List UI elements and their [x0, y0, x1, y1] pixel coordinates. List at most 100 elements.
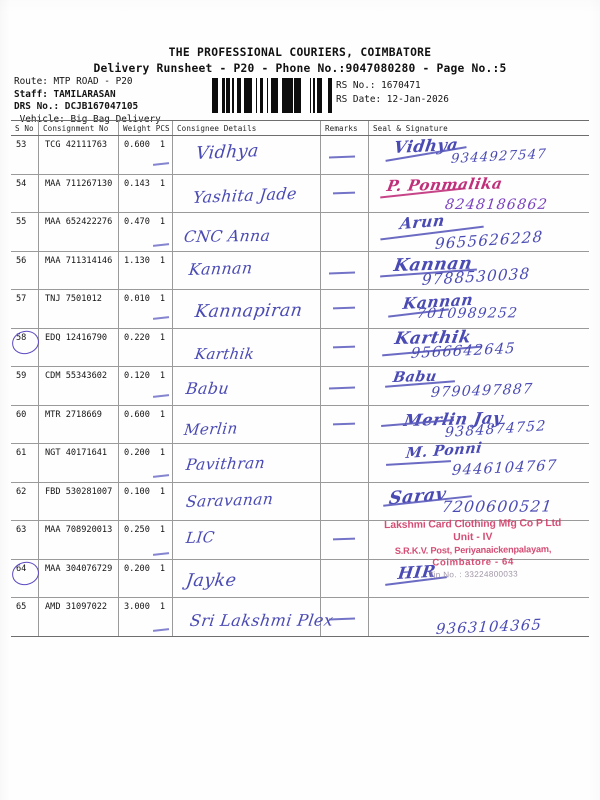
cell-remarks	[321, 482, 369, 520]
ink-stroke	[152, 161, 170, 165]
runsheet-table: S No Consignment No Weight PCS Consignee…	[10, 120, 589, 638]
cell-sno: 59	[11, 367, 39, 405]
cell-consignee-details: Yashita Jade	[173, 174, 321, 212]
table-row: 57 TNJ 7501012 0.010 1 Kannapiran Kannan 70109…	[11, 290, 589, 329]
column-header-consignment: Consignment No	[39, 121, 119, 135]
pcs-value: 1	[159, 409, 165, 420]
consignment-no-value: MAA 711267130	[45, 178, 113, 189]
cell-sno: 55	[11, 213, 39, 251]
pcs-value: 1	[159, 602, 165, 612]
weight-value: 0.200	[124, 563, 150, 574]
sno-value: 56	[16, 255, 27, 266]
cell-sno: 63	[11, 521, 39, 559]
handwritten-consignee-name: LIC	[185, 528, 216, 548]
runsheet-barcode	[212, 78, 332, 113]
cell-consignment-no: MAA 304076729	[39, 559, 119, 597]
cell-remarks	[321, 405, 369, 443]
handwritten-consignee-name: Jayke	[184, 571, 238, 592]
handwritten-consignee-name: Vidhya	[194, 141, 260, 165]
weight-value: 0.143	[124, 178, 150, 189]
handwritten-consignee-name: Kannan	[188, 258, 254, 280]
header-meta-left: Route: MTP ROAD - P20 Staff: TAMILARASAN…	[14, 76, 161, 126]
cell-consignment-no: MAA 711314146	[39, 251, 119, 289]
table-row: 55 MAA 652422276 0.470 1 CNC Anna Arun 9655626…	[11, 210, 589, 254]
cell-weight-pcs: 0.120 1	[119, 367, 173, 405]
cell-sno: 62	[11, 482, 39, 520]
column-header-weight-pcs: Weight PCS	[119, 121, 173, 135]
weight-value: 0.220	[124, 332, 150, 343]
sno-value: 64	[16, 563, 27, 574]
consignment-no-value: AMD 31097022	[45, 602, 108, 612]
weight-value: 0.600	[124, 409, 150, 420]
cell-seal-signature: HIR	[369, 560, 589, 598]
cell-remarks	[321, 367, 369, 405]
remarks-dash-mark	[328, 617, 356, 621]
handwritten-consignee-name: Merlin	[183, 419, 239, 440]
handwritten-phone-number: 7010989252	[415, 305, 519, 322]
weight-value: 0.600	[124, 140, 150, 150]
consignment-no-value: MAA 652422276	[45, 217, 113, 227]
handwritten-consignee-name: Karthik	[193, 345, 256, 364]
cell-sno: 65	[11, 598, 39, 636]
cell-weight-pcs: 1.130 1	[119, 251, 173, 289]
handwritten-circle-mark	[10, 559, 41, 587]
table-row: 59 CDM 55343602 0.120 1 Babu Babu 9790497887	[11, 367, 589, 406]
remarks-dash-mark	[332, 422, 356, 425]
table-row: 58 EDQ 12416790 0.220 1 Karthik Karthik 956664…	[10, 327, 589, 367]
cell-consignee-details: Sri Lakshmi Plex	[173, 598, 335, 636]
cell-weight-pcs: 0.010 1	[119, 290, 173, 328]
rs-no-line: RS No.: 1670471	[336, 80, 421, 91]
cell-consignee-details: LIC	[173, 521, 321, 559]
cell-seal-signature: Merlin Jay 9384874752	[369, 406, 589, 444]
cell-weight-pcs: 0.200 1	[119, 559, 173, 597]
document-subtitle: Delivery Runsheet - P20 - Phone No.:9047…	[93, 62, 507, 75]
table-row: 54 MAA 711267130 0.143 1 Yashita Jade P. Ponm…	[11, 174, 589, 213]
cell-consignment-no: MAA 652422276	[39, 213, 119, 251]
column-header-seal: Seal & Signature	[373, 124, 448, 133]
ink-stroke	[152, 628, 170, 632]
vehicle-line: Vehicle: Big Bag Delivery	[14, 113, 161, 125]
weight-value: 0.010	[124, 294, 150, 304]
weight-value: 0.250	[124, 525, 150, 535]
handwritten-phone-number: 9790497887	[429, 381, 534, 402]
cell-weight-pcs: 0.143 1	[119, 174, 173, 212]
consignment-no-value: MAA 708920013	[45, 525, 113, 535]
consignment-no-value: FBD 530281007	[45, 486, 113, 497]
handwritten-circle-mark	[10, 328, 41, 356]
cell-sno: 54	[11, 174, 39, 212]
cell-weight-pcs: 3.000 1	[119, 598, 173, 636]
handwritten-phone-number: 7200600521	[441, 496, 554, 516]
table-header-row: S No Consignment No Weight PCS Consignee…	[11, 120, 589, 136]
cell-seal-signature: Sarav 7200600521	[369, 483, 589, 521]
sno-value: 58	[16, 332, 27, 343]
cell-remarks	[321, 251, 369, 289]
pcs-value: 1	[159, 525, 165, 535]
consignment-no-value: NGT 40171641	[45, 448, 108, 458]
cell-seal-signature: 9363104365	[369, 598, 589, 638]
cell-sno: 53	[11, 136, 39, 174]
handwritten-phone-number: 9655626228	[434, 227, 544, 254]
weight-value: 0.120	[124, 371, 150, 381]
sno-value: 57	[16, 294, 27, 304]
ink-stroke	[152, 474, 170, 478]
cell-remarks	[321, 328, 369, 366]
cell-seal-signature: Arun 9655626228	[369, 210, 589, 254]
pcs-value: 1	[159, 140, 165, 150]
cell-seal-signature: P. Ponmalika 8248186862	[369, 174, 589, 213]
remarks-dash-mark	[332, 537, 356, 540]
remarks-dash-mark	[332, 191, 356, 194]
header-meta-right: RS No.: 1670471 RS Date: 12-Jan-2026	[336, 79, 449, 107]
cell-seal-signature: Babu 9790497887	[369, 367, 589, 405]
pcs-value: 1	[159, 217, 165, 227]
consignment-no-value: MAA 304076729	[45, 563, 113, 574]
sno-value: 63	[16, 525, 27, 535]
remarks-dash-mark	[332, 306, 356, 309]
cell-seal-signature: Kannan 9788530038	[369, 252, 589, 289]
cell-remarks	[321, 136, 369, 174]
handwritten-phone-number: 9566642645	[410, 340, 517, 363]
table-row: 53 TCG 42111763 0.600 1 Vidhya Vidhya 93449275…	[11, 135, 589, 175]
handwritten-consignee-name: CNC Anna	[182, 226, 271, 247]
cell-consignee-details: Vidhya	[173, 136, 321, 174]
handwritten-consignee-name: Sri Lakshmi Plex	[188, 610, 335, 630]
table-row: 61 NGT 40171641 0.200 1 Pavithran M. Ponni 944…	[11, 439, 589, 483]
